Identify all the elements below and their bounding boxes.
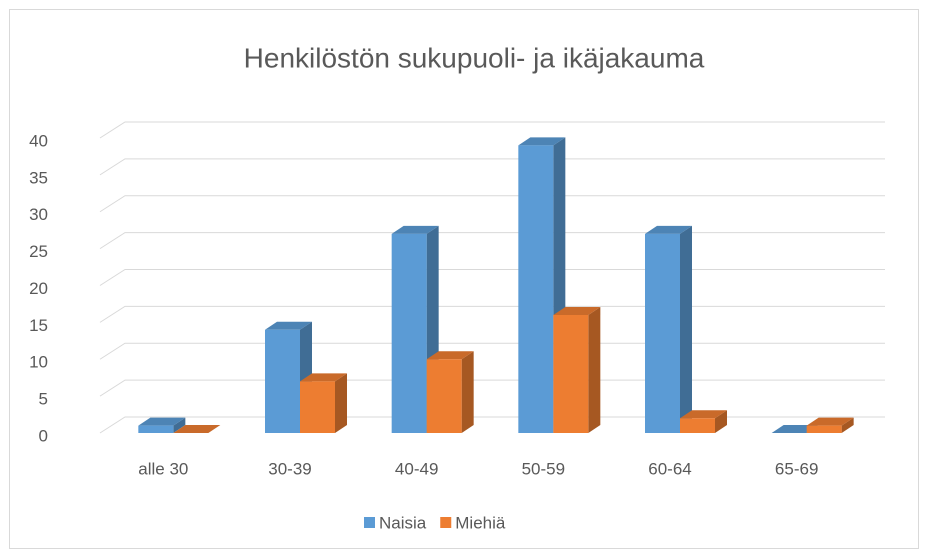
- y-tick-label: 40: [29, 131, 48, 150]
- x-tick-label: 65-69: [775, 459, 818, 478]
- grid-line: [99, 379, 885, 397]
- bar: [553, 307, 601, 433]
- bar-face: [518, 137, 566, 146]
- grid-line: [99, 232, 885, 250]
- bar-face: [335, 373, 347, 433]
- bar: [806, 417, 854, 433]
- y-tick-label: 15: [29, 316, 48, 335]
- x-tick-label: 50-59: [522, 459, 565, 478]
- bar-face: [645, 225, 692, 234]
- chart-border: [9, 9, 919, 549]
- bar-face: [680, 418, 715, 433]
- x-tick-label: 60-64: [648, 459, 691, 478]
- y-tick-label: 10: [29, 353, 48, 372]
- bar-face: [806, 425, 842, 433]
- bar: [680, 410, 727, 433]
- bar-face: [426, 359, 462, 433]
- bar-face: [391, 225, 439, 234]
- bar-face: [138, 417, 186, 426]
- bar-face: [138, 425, 174, 433]
- grid-line: [99, 269, 885, 286]
- x-tick-label: 40-49: [395, 459, 438, 478]
- x-tick-label: alle 30: [138, 459, 188, 478]
- bar-face: [265, 329, 300, 433]
- bar-face: [173, 417, 186, 433]
- y-tick-label: 5: [39, 390, 48, 409]
- bar-face: [841, 417, 854, 433]
- grid-line: [99, 195, 885, 213]
- bar: [391, 225, 439, 433]
- bar-face: [300, 373, 347, 382]
- bar-face: [426, 351, 474, 360]
- legend-label: Miehiä: [455, 513, 506, 532]
- bar: [173, 425, 221, 433]
- grid-line: [99, 158, 885, 176]
- bar: [300, 373, 347, 433]
- bar: [426, 351, 474, 433]
- bar: [138, 417, 186, 433]
- bar-face: [715, 410, 727, 433]
- bar-face: [391, 233, 427, 433]
- bar-face: [680, 410, 727, 419]
- bar-face: [553, 307, 601, 315]
- y-tick-label: 20: [29, 279, 48, 298]
- bar: [645, 225, 692, 433]
- x-tick-label: 30-39: [268, 459, 311, 478]
- bar-face: [461, 351, 474, 433]
- bar-face: [806, 417, 854, 426]
- bar-face: [680, 225, 692, 433]
- grid-line: [99, 121, 885, 139]
- legend-swatch: [364, 517, 375, 528]
- bar-face: [265, 321, 312, 330]
- y-tick-label: 0: [39, 426, 48, 445]
- y-tick-label: 25: [29, 242, 48, 261]
- bar-face: [588, 307, 601, 433]
- y-tick-label: 35: [29, 168, 48, 187]
- grid-line: [99, 342, 885, 360]
- grid-line: [99, 416, 885, 434]
- grid-line: [99, 305, 885, 323]
- bar-face: [645, 233, 680, 433]
- bar-face: [553, 315, 589, 433]
- legend-swatch: [440, 517, 452, 528]
- bar-face: [300, 381, 335, 433]
- legend-label: Naisia: [379, 513, 427, 532]
- bar-face: [173, 425, 221, 433]
- bar-face: [518, 145, 554, 433]
- chart-title: Henkilöstön sukupuoli- ja ikäjakauma: [244, 42, 705, 73]
- y-tick-label: 30: [29, 205, 48, 224]
